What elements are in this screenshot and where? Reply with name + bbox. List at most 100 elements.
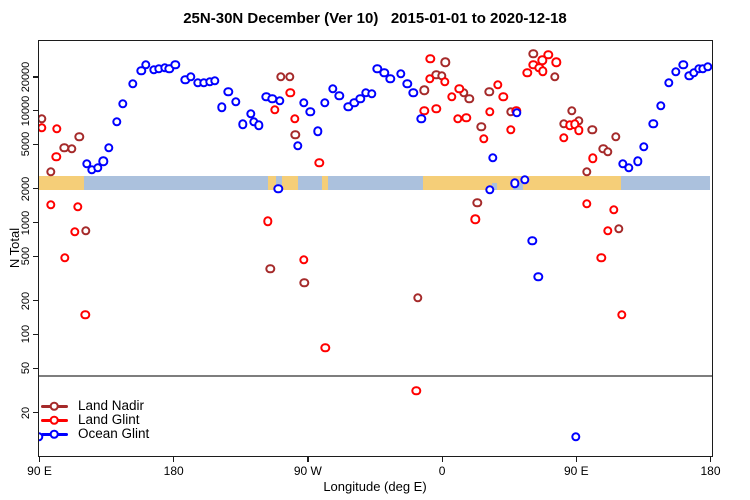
data-point-land-glint (454, 84, 465, 94)
data-point-land-nadir (419, 85, 430, 96)
surface-band-segment-ocean (327, 175, 424, 190)
data-point-land-nadir (464, 93, 474, 104)
data-point-land-nadir (265, 264, 275, 274)
data-point-land-glint (73, 202, 83, 212)
legend-label: Land Glint (78, 412, 140, 427)
data-point-land-nadir (587, 125, 597, 135)
y-tick-label: 5000 (20, 132, 32, 157)
data-point-land-nadir (484, 87, 495, 97)
data-point-ocean-glint (703, 61, 712, 72)
surface-band-segment-ocean (276, 175, 282, 190)
surface-band-segment-land (281, 175, 299, 190)
y-tick-label: 20 (20, 406, 32, 419)
surface-band-segment-land (39, 175, 84, 190)
data-point-ocean-glint (98, 156, 108, 167)
data-point-land-nadir (440, 57, 451, 68)
chart-title: 25N-30N December (Ver 10) 2015-01-01 to … (183, 10, 567, 27)
data-point-land-glint (492, 80, 503, 90)
data-point-land-nadir (74, 131, 84, 142)
data-point-ocean-glint (223, 87, 234, 97)
data-point-land-glint (543, 50, 553, 60)
data-point-ocean-glint (111, 116, 122, 127)
data-point-land-nadir (275, 71, 286, 82)
y-tick-label: 50 (20, 362, 32, 375)
x-tick-mark (710, 457, 712, 462)
data-point-ocean-glint (408, 88, 418, 98)
data-point-ocean-glint (186, 72, 196, 82)
data-point-ocean-glint (632, 156, 643, 167)
data-point-ocean-glint (664, 78, 674, 88)
data-point-ocean-glint (571, 432, 581, 442)
data-point-ocean-glint (237, 119, 248, 130)
legend: Land Nadir Land Glint Ocean Glint (41, 399, 211, 445)
legend-row-land-nadir: Land Nadir (41, 399, 211, 413)
data-point-land-glint (506, 125, 516, 135)
surface-band-segment-ocean (298, 175, 323, 190)
data-point-land-nadir (603, 147, 613, 157)
legend-row-ocean-glint: Ocean Glint (41, 427, 211, 441)
data-point-land-nadir (299, 278, 310, 288)
data-point-ocean-glint (355, 93, 366, 104)
data-point-ocean-glint (379, 67, 389, 78)
data-point-land-glint (461, 112, 471, 123)
data-point-ocean-glint (349, 98, 360, 108)
x-tick-label: 90 W (293, 464, 322, 478)
data-point-ocean-glint (216, 102, 227, 113)
data-point-land-glint (551, 57, 562, 68)
data-point-ocean-glint (82, 159, 92, 169)
x-tick-mark (39, 457, 41, 462)
y-tick-label: 20000 (20, 61, 32, 93)
data-point-land-nadir (472, 198, 483, 208)
data-point-land-glint (479, 134, 489, 144)
data-point-ocean-glint (648, 119, 659, 129)
x-tick-label: 0 (438, 464, 446, 478)
data-point-land-nadir (550, 72, 560, 82)
data-point-ocean-glint (128, 79, 138, 89)
data-point-land-glint (269, 104, 280, 115)
data-point-ocean-glint (231, 97, 241, 107)
data-point-land-glint (498, 91, 509, 102)
data-point-ocean-glint (485, 185, 495, 195)
data-point-ocean-glint (671, 67, 681, 77)
data-point-ocean-glint (527, 236, 537, 246)
data-point-land-glint (60, 253, 70, 263)
data-point-ocean-glint (533, 272, 543, 282)
data-point-land-glint (52, 124, 62, 134)
data-point-land-glint (51, 152, 61, 162)
data-point-ocean-glint (416, 113, 427, 124)
data-point-land-nadir (284, 71, 295, 82)
data-point-land-glint (609, 205, 619, 215)
data-point-ocean-glint (509, 178, 520, 188)
data-point-ocean-glint (319, 98, 330, 108)
x-tick-mark (307, 457, 309, 462)
surface-band-segment-ocean (621, 175, 710, 190)
data-point-ocean-glint (520, 175, 530, 185)
surface-band-segment-land (267, 175, 277, 190)
data-point-ocean-glint (117, 99, 128, 109)
data-point-land-nadir (614, 224, 624, 234)
data-point-land-glint (39, 123, 47, 133)
data-point-ocean-glint (334, 90, 345, 101)
legend-row-land-glint: Land Glint (41, 413, 211, 427)
reference-line (39, 375, 712, 378)
x-tick-label: 180 (700, 464, 721, 478)
data-point-land-glint (537, 55, 547, 66)
data-point-ocean-glint (678, 60, 688, 70)
data-point-ocean-glint (385, 74, 395, 84)
data-point-land-glint (538, 66, 548, 77)
data-point-land-glint (80, 310, 90, 320)
data-point-land-glint (320, 343, 330, 353)
surface-band-partial-ocean (492, 182, 497, 190)
data-point-ocean-glint (488, 153, 498, 163)
data-point-land-glint (411, 386, 421, 396)
x-tick-label: 90 E (27, 464, 52, 478)
data-point-land-glint (290, 113, 300, 124)
data-point-ocean-glint (328, 84, 338, 94)
data-point-land-nadir (81, 225, 91, 236)
x-tick-label: 90 E (563, 464, 589, 478)
data-point-land-nadir (528, 49, 538, 59)
data-point-ocean-glint (140, 60, 151, 70)
data-point-land-glint (263, 216, 273, 226)
x-tick-mark (173, 457, 175, 462)
